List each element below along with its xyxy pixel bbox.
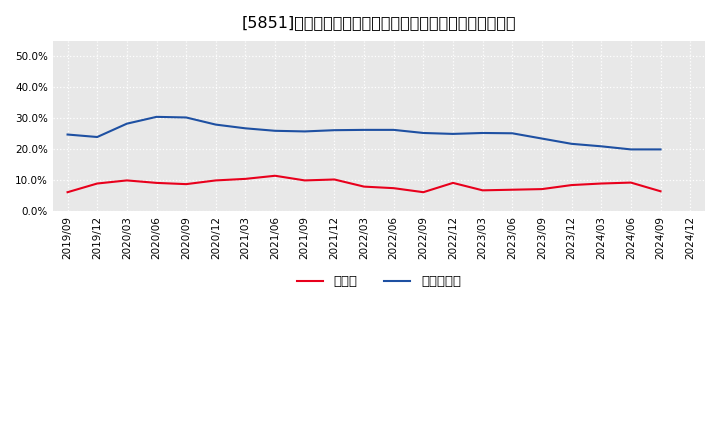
現須金	[538, 187, 546, 192]
有利子負債	[212, 122, 220, 127]
有利子負債	[419, 130, 428, 136]
現須金	[597, 181, 606, 186]
有利子負債	[63, 132, 72, 137]
現須金	[300, 178, 309, 183]
有利子負債	[360, 127, 369, 132]
有利子負債	[567, 141, 576, 147]
有利子負債	[241, 126, 250, 131]
有利子負債	[656, 147, 665, 152]
現須金	[63, 190, 72, 195]
現須金	[449, 180, 457, 186]
現須金	[626, 180, 635, 185]
現須金	[478, 188, 487, 193]
現須金	[271, 173, 279, 178]
有利子負債	[390, 127, 398, 132]
有利子負債	[478, 130, 487, 136]
有利子負債	[626, 147, 635, 152]
現須金	[241, 176, 250, 182]
現須金	[508, 187, 517, 192]
現須金	[419, 190, 428, 195]
有利子負債	[330, 128, 338, 133]
有利子負債	[93, 134, 102, 139]
有利子負債	[508, 131, 517, 136]
Legend: 現須金, 有利子負債: 現須金, 有利子負債	[292, 270, 467, 293]
有利子負債	[597, 144, 606, 149]
有利子負債	[449, 131, 457, 136]
有利子負債	[122, 121, 131, 126]
現須金	[93, 181, 102, 186]
現須金	[122, 178, 131, 183]
有利子負債	[300, 129, 309, 134]
現須金	[390, 186, 398, 191]
Line: 現須金: 現須金	[68, 176, 660, 192]
現須金	[152, 180, 161, 186]
現須金	[567, 183, 576, 188]
有利子負債	[152, 114, 161, 120]
有利子負債	[538, 136, 546, 141]
現須金	[330, 177, 338, 182]
現須金	[182, 181, 191, 187]
現須金	[360, 184, 369, 189]
Title: [5851]　現須金、有利子負債の総資産に対する比率の推移: [5851] 現須金、有利子負債の総資産に対する比率の推移	[241, 15, 516, 30]
Line: 有利子負債: 有利子負債	[68, 117, 660, 150]
有利子負債	[182, 115, 191, 120]
現須金	[212, 178, 220, 183]
現須金	[656, 189, 665, 194]
有利子負債	[271, 128, 279, 133]
